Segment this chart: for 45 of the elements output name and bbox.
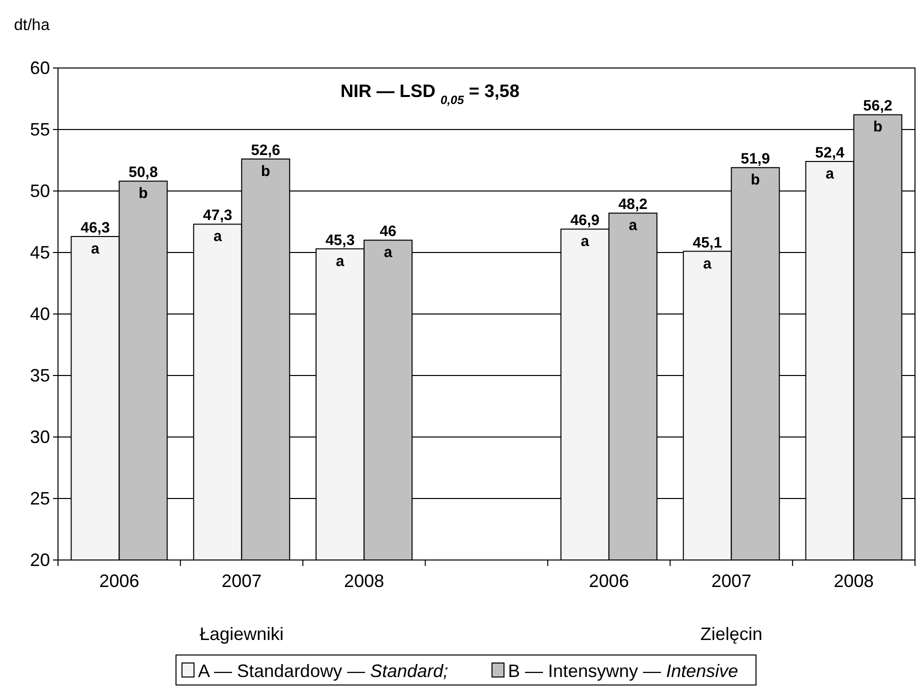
y-tick-label: 60	[30, 58, 50, 78]
data-label: 45,3	[325, 232, 355, 249]
legend-label: B — Intensywny — Intensive	[508, 661, 738, 681]
annotation: b	[138, 185, 148, 202]
data-label: 46,3	[80, 220, 110, 237]
annotation: a	[213, 228, 222, 246]
text: Łagiewniki	[200, 624, 284, 644]
y-tick-label: 40	[30, 304, 50, 324]
x-tick-label: 2008	[834, 570, 874, 591]
annotation: b	[873, 118, 882, 136]
data-label: 48,2	[618, 196, 648, 214]
data-label: 46,9	[570, 212, 600, 230]
y-tick-label: 30	[30, 426, 50, 447]
data-label: 52,6	[251, 142, 280, 160]
annotation: a	[580, 233, 590, 250]
y-tick-label: 35	[30, 365, 50, 386]
data-label: 47,3	[203, 207, 232, 224]
y-axis-title: dt/ha	[14, 17, 50, 34]
y-tick-label: 45	[30, 242, 50, 262]
annotation: a	[384, 244, 393, 262]
data-label: 45,1	[692, 234, 722, 252]
data-label: 51,9	[740, 150, 770, 168]
annotation: a	[826, 165, 835, 182]
x-tick-label: 2008	[344, 570, 384, 591]
x-tick-label: 2006	[588, 570, 629, 591]
annotation: a	[336, 252, 345, 270]
annotation: a	[703, 255, 712, 272]
y-tick-label: 25	[30, 488, 50, 508]
data-label: 46	[380, 223, 396, 240]
annotation: a	[91, 240, 100, 258]
annotation: NIR — LSD $_{0,05}$ = 3,58	[340, 81, 520, 107]
x-tick-label: 2006	[99, 570, 140, 591]
x-tick-label: 2007	[711, 570, 752, 591]
y-tick-label: 55	[30, 119, 50, 140]
y-tick-label: 50	[30, 180, 50, 201]
data-label: 50,8	[128, 164, 158, 182]
y-tick-label: 20	[30, 550, 50, 570]
data-label: 56,2	[863, 98, 892, 115]
annotation: b	[750, 172, 760, 189]
annotation: b	[261, 163, 270, 180]
x-tick-label: 2007	[222, 570, 262, 591]
data-label: 52,4	[815, 144, 846, 162]
text: Zielęcin	[700, 624, 762, 644]
legend-label: A — Standardowy — Standard;	[198, 661, 448, 681]
annotation: a	[628, 217, 638, 234]
